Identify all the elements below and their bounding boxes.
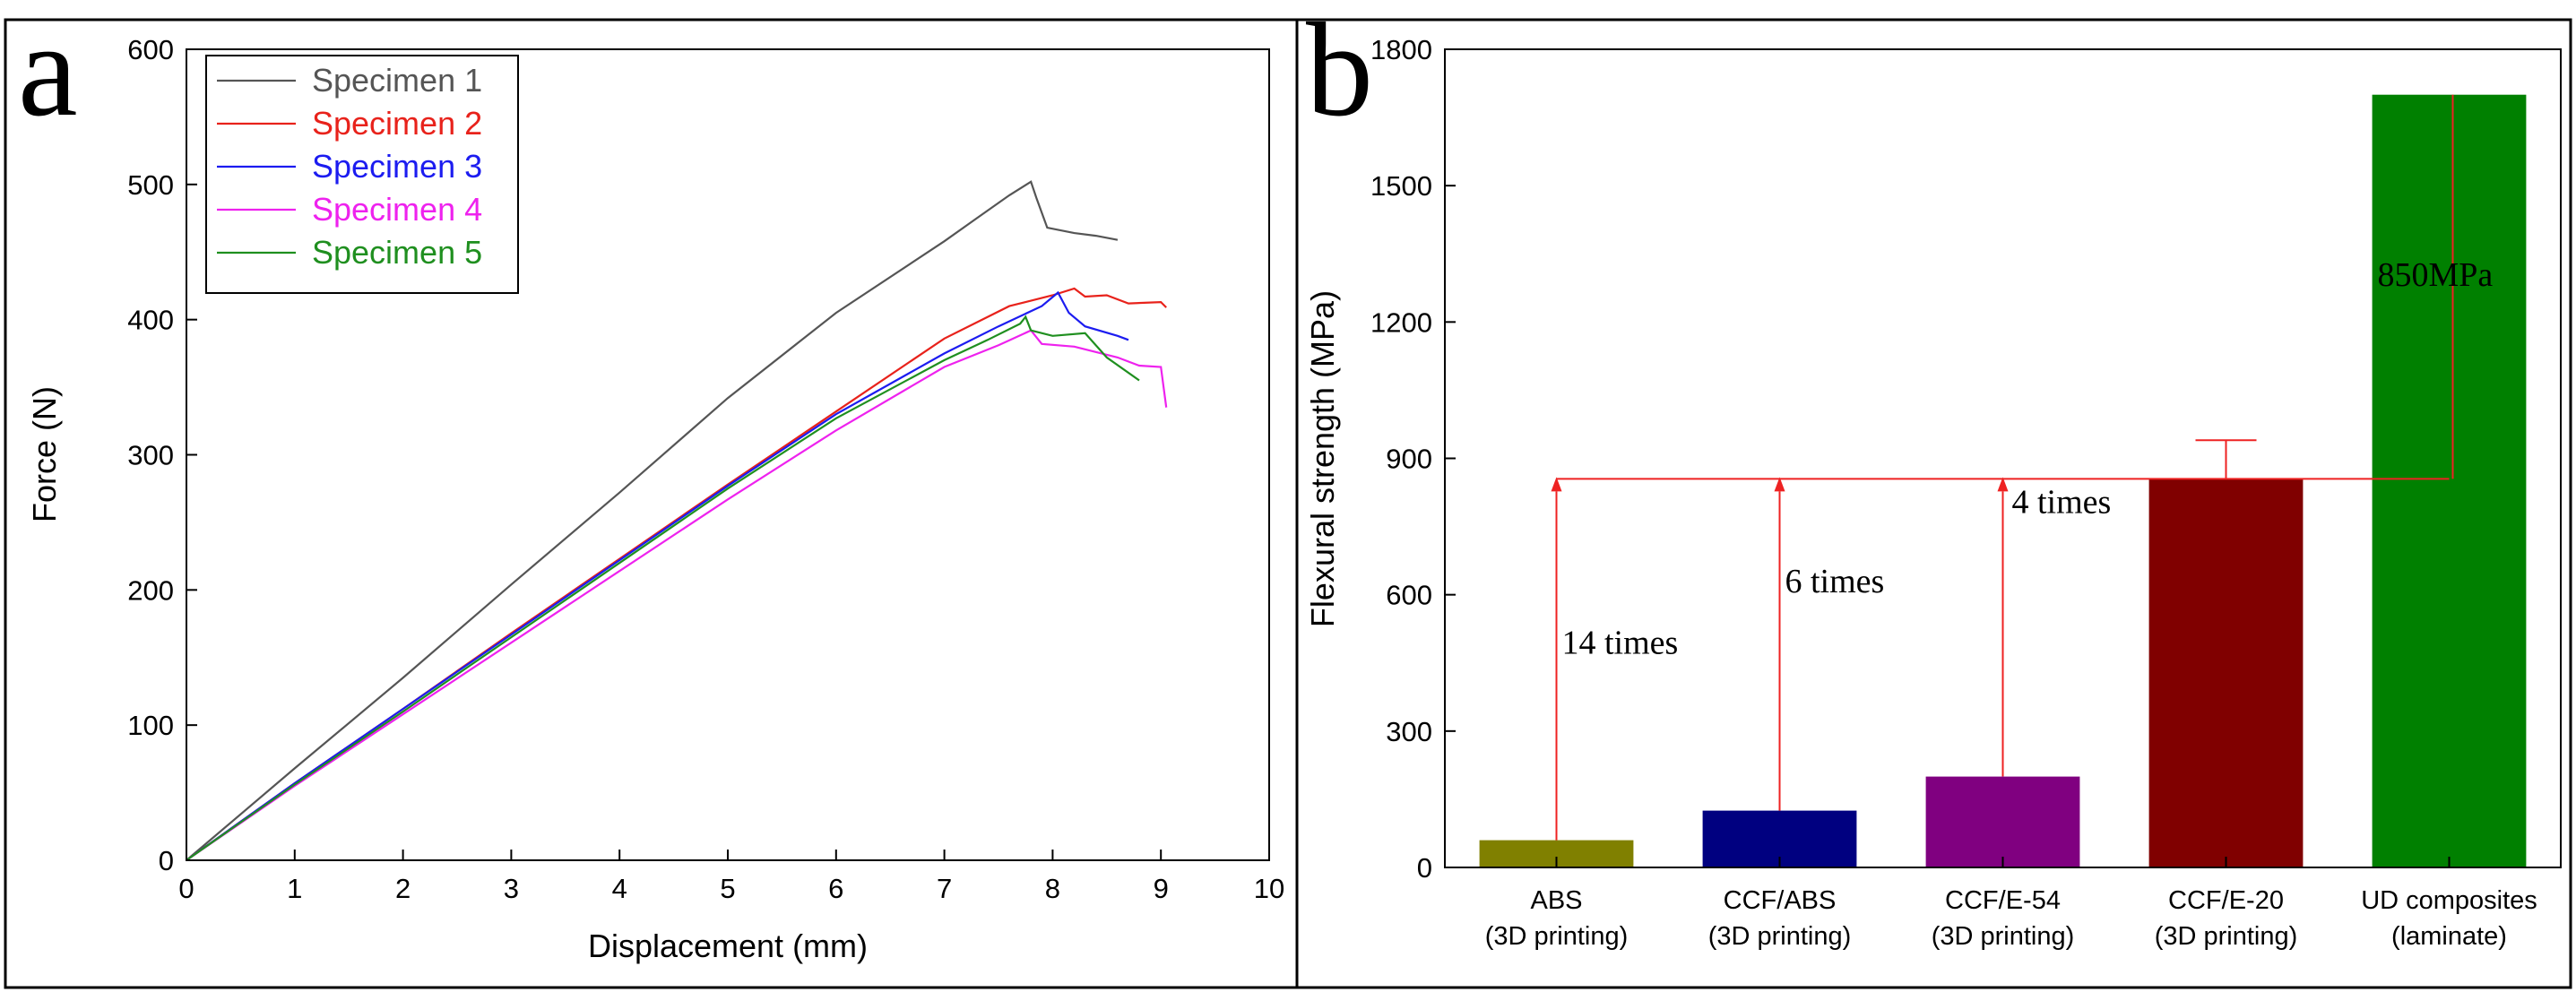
series-line-specimen-5 (186, 315, 1140, 861)
y-tick-label: 900 (1386, 444, 1432, 475)
x-tick-label: 4 (612, 873, 627, 904)
y-tick-label: 500 (127, 169, 174, 201)
series-line-specimen-3 (186, 290, 1129, 861)
bar-2 (1925, 776, 2080, 867)
y-tick-label: 1200 (1370, 306, 1432, 338)
series-line-specimen-1 (186, 180, 1119, 861)
legend-label-specimen-5: Specimen 5 (312, 234, 482, 271)
y-tick-label: 300 (127, 440, 174, 471)
legend-label-specimen-4: Specimen 4 (312, 191, 482, 228)
panel-a-series-lines (186, 180, 1168, 861)
y-tick-label: 400 (127, 305, 174, 336)
panel-a-x-axis: 0 1 2 3 4 5 6 7 8 9 10 (178, 850, 1284, 904)
x-tick-label: 8 (1045, 873, 1060, 904)
arrow-head (1997, 477, 2009, 492)
y-tick-label: 200 (127, 574, 174, 606)
category-label-line1: UD composites (2361, 886, 2537, 915)
y-tick-label: 600 (1386, 580, 1432, 611)
series-line-specimen-2 (186, 287, 1167, 861)
panel-b-y-axis-label: Flexural strength (MPa) (1304, 290, 1341, 627)
ratio-annotation: 6 times (1785, 563, 1885, 600)
legend-label-specimen-2: Specimen 2 (312, 105, 482, 142)
panel-b-x-axis-categories: ABS (3D printing) CCF/ABS (3D printing) CCF/… (1485, 857, 2537, 951)
panel-a-x-axis-label: Displacement (mm) (588, 927, 868, 964)
category-label-line2: (3D printing) (1932, 922, 2075, 951)
x-tick-label: 7 (937, 873, 952, 904)
legend-label-specimen-3: Specimen 3 (312, 148, 482, 185)
panel-a-y-axis-label: Force (N) (26, 386, 63, 522)
x-tick-label: 9 (1154, 873, 1169, 904)
y-tick-label: 1500 (1370, 170, 1432, 202)
x-tick-label: 5 (720, 873, 735, 904)
category-label-line1: CCF/ABS (1724, 886, 1837, 915)
bar-4 (2372, 94, 2527, 867)
x-tick-label: 2 (395, 873, 411, 904)
category-label-line1: CCF/E-54 (1945, 886, 2061, 915)
x-tick-label: 3 (504, 873, 519, 904)
panel-b-letter: b (1306, 0, 1373, 144)
category-label-line1: CCF/E-20 (2168, 886, 2284, 915)
ratio-annotation: 14 times (1562, 625, 1679, 662)
y-tick-label: 300 (1386, 716, 1432, 747)
ratio-annotation: 4 times (2012, 483, 2112, 521)
bar-3 (2148, 479, 2304, 867)
panel-b-bars (1479, 94, 2527, 867)
category-label-line2: (3D printing) (1708, 922, 1852, 951)
category-label-line2: (3D printing) (1485, 922, 1629, 951)
strength-annotation: 850MPa (2378, 256, 2494, 294)
panel-b-annotations: 14 times 6 times 4 times 850MPa (1551, 94, 2494, 841)
panel-a-y-axis: 0 100 200 300 400 500 600 (127, 34, 197, 876)
y-tick-label: 1800 (1370, 34, 1432, 65)
panel-b-bar-chart: b 14 times 6 times 4 times 850MPa 0 300 600 90… (1304, 0, 2562, 951)
x-tick-label: 0 (178, 873, 194, 904)
arrow-head (1551, 477, 1562, 492)
y-tick-label: 0 (1417, 852, 1432, 884)
panel-a-line-chart: a 0 100 200 300 400 500 600 0 1 2 3 4 5 6 7 8 9 10 Displ… (18, 0, 1284, 964)
x-tick-label: 6 (828, 873, 843, 904)
x-tick-label: 10 (1254, 873, 1284, 904)
arrow-head (1774, 477, 1785, 492)
category-label-line2: (laminate) (2391, 922, 2507, 951)
panel-b-y-axis: 0 300 600 900 1200 1500 1800 (1370, 34, 1456, 884)
panel-a-letter: a (18, 0, 78, 144)
panel-a-legend: Specimen 1 Specimen 2 Specimen 3 Specimen 4… (205, 55, 519, 294)
category-label-line2: (3D printing) (2155, 922, 2298, 951)
y-tick-label: 600 (127, 34, 174, 65)
y-tick-label: 0 (159, 845, 174, 876)
legend-label-specimen-1: Specimen 1 (312, 62, 482, 99)
series-line-specimen-4 (186, 329, 1168, 861)
x-tick-label: 1 (287, 873, 302, 904)
figure-border (4, 18, 2572, 989)
category-label-line1: ABS (1530, 886, 1582, 915)
y-tick-label: 100 (127, 710, 174, 741)
